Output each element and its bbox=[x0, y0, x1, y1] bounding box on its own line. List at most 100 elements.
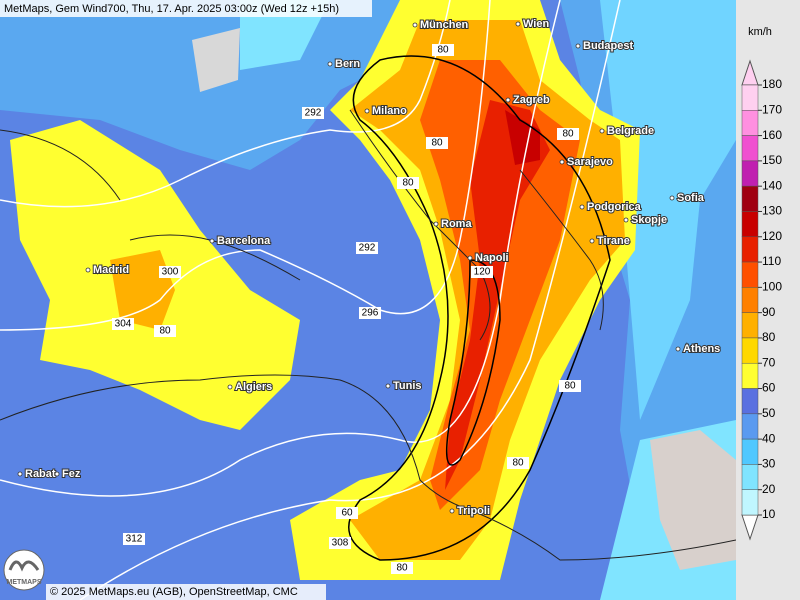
contour-label: 80 bbox=[564, 381, 576, 392]
legend-tick-label: 30 bbox=[762, 457, 776, 471]
city-dot bbox=[327, 61, 333, 67]
contour-label: 60 bbox=[341, 508, 353, 519]
contour-label: 296 bbox=[362, 308, 379, 319]
city-label: Rabat bbox=[25, 468, 56, 480]
legend-swatch bbox=[741, 464, 759, 490]
city-dot bbox=[227, 384, 233, 390]
city-dot bbox=[505, 97, 511, 103]
legend-swatch bbox=[741, 489, 759, 516]
wind-band bbox=[240, 0, 330, 70]
terrain bbox=[650, 430, 736, 570]
city-label: Bern bbox=[335, 58, 360, 70]
legend-tick-label: 130 bbox=[762, 204, 782, 218]
legend-tick-label: 20 bbox=[762, 482, 776, 496]
legend-swatch bbox=[741, 438, 759, 465]
city-label: Madrid bbox=[93, 264, 129, 276]
city-label: Roma bbox=[441, 218, 472, 230]
city-dot bbox=[467, 255, 473, 261]
legend-tick-label: 40 bbox=[762, 431, 776, 445]
legend-swatch bbox=[741, 135, 759, 162]
city-dot bbox=[209, 238, 215, 244]
city-dot bbox=[579, 204, 585, 210]
city-dot bbox=[599, 128, 605, 134]
city-label: Skopje bbox=[631, 214, 667, 226]
city-label: Podgorica bbox=[587, 201, 642, 213]
legend: km/h 180 170 160 150 140 130 120 110 100 90 80 70 60 5… bbox=[741, 26, 782, 541]
legend-swatch bbox=[741, 185, 759, 212]
city-dot bbox=[675, 346, 681, 352]
contour-label-bg bbox=[336, 507, 358, 519]
city-dot bbox=[85, 267, 91, 273]
contour-label-bg bbox=[359, 307, 381, 319]
contour-label: 308 bbox=[332, 538, 349, 549]
cities: München Wien Bern Budapest Zagreb Milano Belgr… bbox=[17, 17, 721, 518]
city-label: Milano bbox=[372, 105, 407, 117]
city-label: Sofia bbox=[677, 192, 705, 204]
city-dot bbox=[559, 159, 565, 165]
legend-swatch bbox=[741, 110, 759, 136]
contour-label-bg bbox=[391, 562, 413, 574]
legend-tick-label: 80 bbox=[762, 330, 776, 344]
legend-swatch bbox=[741, 413, 759, 440]
city-label: Barcelona bbox=[217, 235, 271, 247]
city-dot bbox=[623, 217, 629, 223]
city-label: Athens bbox=[683, 343, 720, 355]
city-label: Budapest bbox=[583, 40, 633, 52]
terrain bbox=[192, 28, 240, 92]
contour-label-bg bbox=[154, 325, 176, 337]
city-label: Tunis bbox=[393, 380, 422, 392]
contour-label-bg bbox=[426, 137, 448, 149]
speed-contours bbox=[348, 55, 611, 561]
contour-label-bg bbox=[507, 457, 529, 469]
city-dot bbox=[433, 221, 439, 227]
legend-swatch bbox=[741, 287, 759, 313]
legend-tick-label: 70 bbox=[762, 355, 776, 369]
legend-tick-label: 140 bbox=[762, 178, 782, 192]
copyright: © 2025 MetMaps.eu (AGB), OpenStreetMap, … bbox=[50, 586, 298, 598]
city-dot bbox=[364, 108, 370, 114]
legend-tick-label: 10 bbox=[762, 507, 776, 521]
contour-label: 80 bbox=[512, 458, 524, 469]
city-dot bbox=[669, 195, 675, 201]
contour-label: 292 bbox=[359, 243, 376, 254]
city-label: Wien bbox=[523, 18, 549, 30]
legend-swatch bbox=[741, 211, 759, 238]
city-label: Tirane bbox=[597, 235, 630, 247]
city-dot bbox=[575, 43, 581, 49]
city-label: Fez bbox=[62, 468, 81, 480]
city-label: Algiers bbox=[235, 381, 272, 393]
legend-unit: km/h bbox=[748, 26, 772, 38]
contour-label: 120 bbox=[474, 267, 491, 278]
contour-label: 80 bbox=[396, 563, 408, 574]
map-field bbox=[0, 0, 736, 600]
contour-label-bg bbox=[557, 128, 579, 140]
contour-label: 312 bbox=[126, 534, 143, 545]
contour-label: 292 bbox=[305, 108, 322, 119]
city-dot bbox=[449, 508, 455, 514]
legend-swatch bbox=[741, 84, 759, 111]
logo-text: METMAPS bbox=[7, 579, 42, 586]
city-label: Napoli bbox=[475, 252, 509, 264]
city-dot bbox=[515, 21, 521, 27]
city-label: Belgrade bbox=[607, 125, 654, 137]
legend-tick-label: 160 bbox=[762, 128, 782, 142]
city-label: München bbox=[420, 19, 469, 31]
contour-label: 80 bbox=[402, 178, 414, 189]
footer-bg bbox=[46, 584, 326, 600]
city-dot bbox=[589, 238, 595, 244]
wind-band bbox=[505, 110, 540, 165]
legend-tick-label: 110 bbox=[762, 254, 781, 268]
contour-label: 80 bbox=[437, 45, 449, 56]
title-bg bbox=[0, 0, 372, 17]
contour-label: 300 bbox=[162, 267, 179, 278]
contour-label-bg bbox=[123, 533, 145, 545]
city-label: Sarajevo bbox=[567, 156, 613, 168]
legend-tick-label: 170 bbox=[762, 102, 782, 116]
contour-label-bg bbox=[159, 266, 181, 278]
contour-label-bg bbox=[329, 537, 351, 549]
logo-mark bbox=[8, 560, 40, 572]
legend-tick-label: 50 bbox=[762, 406, 776, 420]
legend-tick-label: 90 bbox=[762, 305, 776, 319]
contour-label-bg bbox=[397, 177, 419, 189]
